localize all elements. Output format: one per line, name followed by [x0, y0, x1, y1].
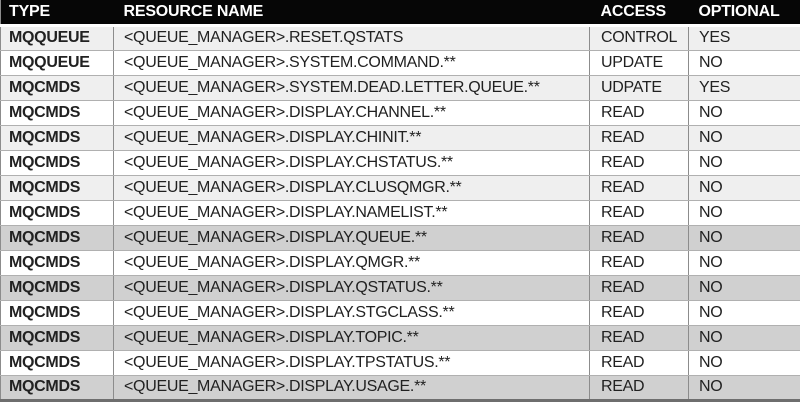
access-cell: CONTROL	[589, 25, 689, 51]
resource-cell: <QUEUE_MANAGER>.DISPLAY.TPSTATUS.**	[113, 350, 590, 376]
type-cell: MQQUEUE	[0, 50, 114, 76]
optional-cell: NO	[688, 300, 800, 326]
resource-cell: <QUEUE_MANAGER>.DISPLAY.STGCLASS.**	[113, 300, 590, 326]
optional-cell: NO	[688, 150, 800, 176]
optional-cell: NO	[688, 125, 800, 151]
access-cell: READ	[589, 150, 689, 176]
column-header-optional: OPTIONAL	[688, 0, 800, 27]
resource-cell: <QUEUE_MANAGER>.RESET.QSTATS	[113, 25, 590, 51]
optional-cell: YES	[688, 75, 800, 101]
column-header-access: ACCESS	[589, 0, 689, 27]
table-row: MQCMDS <QUEUE_MANAGER>.DISPLAY.QUEUE.** RE…	[0, 225, 800, 251]
access-cell: UPDATE	[589, 50, 689, 76]
optional-cell: NO	[688, 200, 800, 226]
type-cell: MQCMDS	[0, 150, 114, 176]
resource-cell: <QUEUE_MANAGER>.DISPLAY.QUEUE.**	[113, 225, 590, 251]
type-cell: MQCMDS	[0, 325, 114, 351]
optional-cell: NO	[688, 250, 800, 276]
mq-permissions-table: TYPE RESOURCE NAME ACCESS OPTIONAL MQQUEUE <…	[0, 0, 800, 402]
optional-cell: NO	[688, 325, 800, 351]
resource-cell: <QUEUE_MANAGER>.SYSTEM.DEAD.LETTER.QUEUE…	[113, 75, 590, 101]
resource-cell: <QUEUE_MANAGER>.DISPLAY.CHINIT.**	[113, 125, 590, 151]
table-row: MQCMDS <QUEUE_MANAGER>.DISPLAY.USAGE.** RE…	[0, 375, 800, 401]
type-cell: MQCMDS	[0, 275, 114, 301]
access-cell: READ	[589, 250, 689, 276]
type-cell: MQCMDS	[0, 75, 114, 101]
table-row: MQQUEUE <QUEUE_MANAGER>.SYSTEM.COMMAND.**…	[0, 50, 800, 76]
type-cell: MQCMDS	[0, 375, 114, 401]
optional-cell: NO	[688, 100, 800, 126]
resource-cell: <QUEUE_MANAGER>.DISPLAY.QSTATUS.**	[113, 275, 590, 301]
table-row: MQCMDS <QUEUE_MANAGER>.DISPLAY.QMGR.** REA…	[0, 250, 800, 276]
access-cell: READ	[589, 225, 689, 251]
type-cell: MQCMDS	[0, 350, 114, 376]
access-cell: READ	[589, 275, 689, 301]
table-row: MQCMDS <QUEUE_MANAGER>.DISPLAY.TPSTATUS.*…	[0, 350, 800, 376]
table-row: MQCMDS <QUEUE_MANAGER>.DISPLAY.CHANNEL.**…	[0, 100, 800, 126]
resource-cell: <QUEUE_MANAGER>.DISPLAY.NAMELIST.**	[113, 200, 590, 226]
optional-cell: NO	[688, 175, 800, 201]
type-cell: MQCMDS	[0, 100, 114, 126]
table-row: MQCMDS <QUEUE_MANAGER>.DISPLAY.CLUSQMGR.*…	[0, 175, 800, 201]
resource-cell: <QUEUE_MANAGER>.DISPLAY.CHSTATUS.**	[113, 150, 590, 176]
optional-cell: NO	[688, 275, 800, 301]
column-header-resource: RESOURCE NAME	[113, 0, 590, 27]
table-row: MQCMDS <QUEUE_MANAGER>.DISPLAY.NAMELIST.*…	[0, 200, 800, 226]
optional-cell: NO	[688, 50, 800, 76]
table-row: MQCMDS <QUEUE_MANAGER>.SYSTEM.DEAD.LETTER…	[0, 75, 800, 101]
table-row: MQCMDS <QUEUE_MANAGER>.DISPLAY.QSTATUS.**…	[0, 275, 800, 301]
resource-cell: <QUEUE_MANAGER>.SYSTEM.COMMAND.**	[113, 50, 590, 76]
access-cell: READ	[589, 125, 689, 151]
access-cell: READ	[589, 375, 689, 401]
access-cell: READ	[589, 300, 689, 326]
access-cell: READ	[589, 175, 689, 201]
access-cell: READ	[589, 325, 689, 351]
type-cell: MQQUEUE	[0, 25, 114, 51]
type-cell: MQCMDS	[0, 300, 114, 326]
optional-cell: NO	[688, 225, 800, 251]
table-row: MQCMDS <QUEUE_MANAGER>.DISPLAY.CHINIT.** R…	[0, 125, 800, 151]
resource-cell: <QUEUE_MANAGER>.DISPLAY.QMGR.**	[113, 250, 590, 276]
access-cell: READ	[589, 350, 689, 376]
type-cell: MQCMDS	[0, 250, 114, 276]
table-row: MQQUEUE <QUEUE_MANAGER>.RESET.QSTATS CONTR…	[0, 25, 800, 51]
table-row: MQCMDS <QUEUE_MANAGER>.DISPLAY.TOPIC.** RE…	[0, 325, 800, 351]
header-row: TYPE RESOURCE NAME ACCESS OPTIONAL	[0, 0, 800, 27]
optional-cell: NO	[688, 350, 800, 376]
column-header-type: TYPE	[0, 0, 114, 27]
access-cell: READ	[589, 200, 689, 226]
type-cell: MQCMDS	[0, 225, 114, 251]
resource-cell: <QUEUE_MANAGER>.DISPLAY.CHANNEL.**	[113, 100, 590, 126]
table-body: MQQUEUE <QUEUE_MANAGER>.RESET.QSTATS CONTR…	[0, 25, 800, 401]
optional-cell: NO	[688, 375, 800, 401]
resource-cell: <QUEUE_MANAGER>.DISPLAY.USAGE.**	[113, 375, 590, 401]
resource-cell: <QUEUE_MANAGER>.DISPLAY.TOPIC.**	[113, 325, 590, 351]
access-cell: UDPATE	[589, 75, 689, 101]
type-cell: MQCMDS	[0, 200, 114, 226]
type-cell: MQCMDS	[0, 125, 114, 151]
type-cell: MQCMDS	[0, 175, 114, 201]
table-row: MQCMDS <QUEUE_MANAGER>.DISPLAY.STGCLASS.*…	[0, 300, 800, 326]
optional-cell: YES	[688, 25, 800, 51]
access-cell: READ	[589, 100, 689, 126]
resource-cell: <QUEUE_MANAGER>.DISPLAY.CLUSQMGR.**	[113, 175, 590, 201]
table-row: MQCMDS <QUEUE_MANAGER>.DISPLAY.CHSTATUS.*…	[0, 150, 800, 176]
